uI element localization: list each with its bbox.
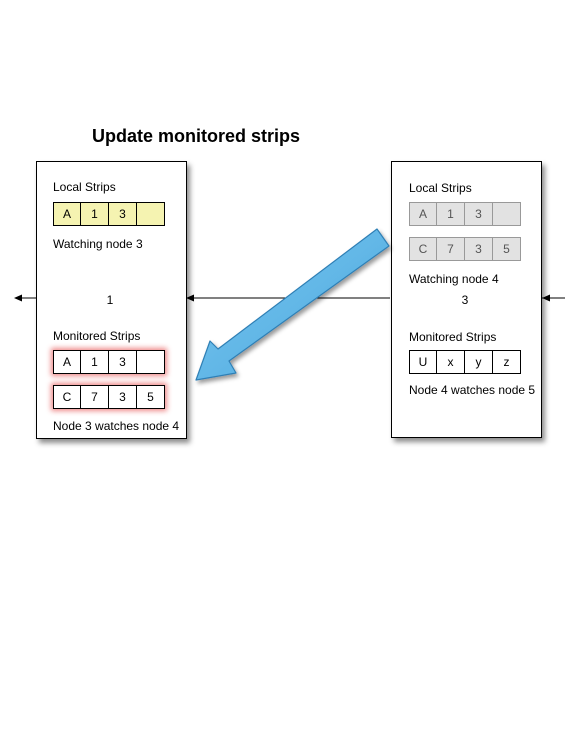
strip-cell: C (53, 385, 81, 409)
strip-cell: 7 (81, 385, 109, 409)
strip-cell: 3 (109, 350, 137, 374)
strip-cell: 1 (81, 350, 109, 374)
left-node-id: 1 (106, 293, 114, 307)
strip-cell: A (53, 350, 81, 374)
strip-cell: 1 (437, 202, 465, 226)
right-node-id: 3 (461, 293, 469, 307)
left-monitored-strip-2: C 7 3 5 (53, 385, 165, 409)
strip-cell: 5 (493, 237, 521, 261)
strip-cell (493, 202, 521, 226)
diagram-title: Update monitored strips (92, 126, 301, 146)
strip-cell (137, 350, 165, 374)
strip-cell: z (493, 350, 521, 374)
transfer-arrow (195, 228, 390, 381)
right-node-box: Local Strips A 1 3 C 7 3 5 Watching node… (391, 161, 542, 438)
right-local-strip-1: A 1 3 (409, 202, 521, 226)
strip-cell: 1 (81, 202, 109, 226)
left-watches-label: Node 3 watches node 4 (53, 419, 180, 433)
right-incoming-arrowhead (542, 294, 550, 302)
strip-cell: 7 (437, 237, 465, 261)
strip-cell: A (409, 202, 437, 226)
middle-connector-arrowhead (186, 294, 194, 302)
left-local-strips-label: Local Strips (53, 180, 116, 194)
strip-cell: 3 (109, 385, 137, 409)
right-watches-label: Node 4 watches node 5 (409, 383, 536, 397)
strip-cell: 3 (465, 237, 493, 261)
right-monitored-strips-label: Monitored Strips (409, 330, 497, 344)
strip-cell: y (465, 350, 493, 374)
left-node-box: Local Strips A 1 3 Watching node 3 1 Mon… (36, 161, 187, 439)
right-watching-label: Watching node 4 (409, 272, 499, 286)
strip-cell: x (437, 350, 465, 374)
strip-cell (137, 202, 165, 226)
strip-cell: 3 (465, 202, 493, 226)
strip-cell: 3 (109, 202, 137, 226)
strip-cell: C (409, 237, 437, 261)
left-outgoing-arrowhead (14, 294, 22, 302)
strip-cell: 5 (137, 385, 165, 409)
strip-cell: A (53, 202, 81, 226)
right-local-strips-label: Local Strips (409, 181, 472, 195)
right-monitored-strip: U x y z (409, 350, 521, 374)
left-monitored-strip-1: A 1 3 (53, 350, 165, 374)
left-local-strip: A 1 3 (53, 202, 165, 226)
strip-cell: U (409, 350, 437, 374)
left-watching-label: Watching node 3 (53, 237, 143, 251)
left-monitored-strips-label: Monitored Strips (53, 329, 141, 343)
right-local-strip-2: C 7 3 5 (409, 237, 521, 261)
